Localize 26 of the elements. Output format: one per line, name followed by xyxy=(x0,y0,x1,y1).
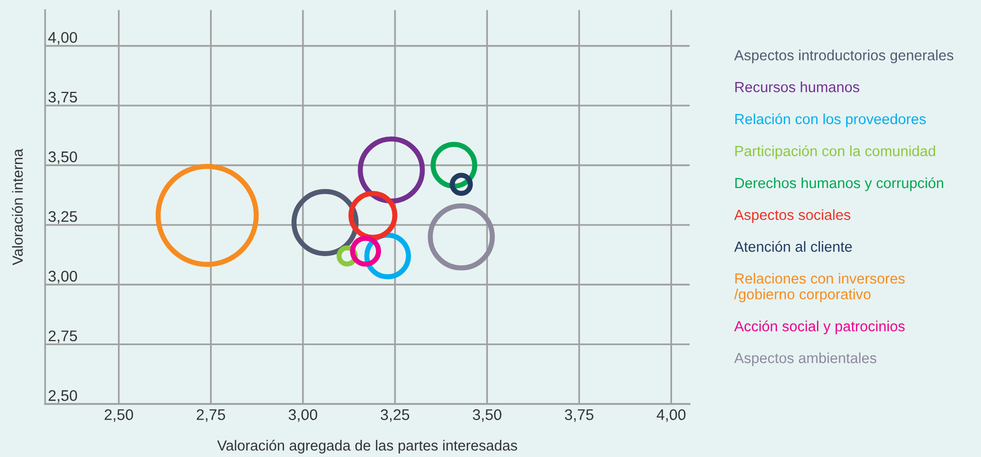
y-tick-label: 2,75 xyxy=(48,330,77,344)
x-tick-label: 3,50 xyxy=(472,409,502,422)
y-tick-label: 2,50 xyxy=(48,390,78,403)
x-tick-label: 3,25 xyxy=(380,409,410,422)
text: Relaciones con inversores /gobierno corporativo xyxy=(734,272,905,302)
text: Recursos humanos xyxy=(735,82,860,92)
x-tick-label: 3,75 xyxy=(564,409,594,422)
text: Atención al cliente xyxy=(734,240,852,252)
x-tick-label: 3,00 xyxy=(288,409,318,422)
text: Derechos humanos y corrupción xyxy=(735,177,944,192)
x-tick-label: 4,00 xyxy=(656,409,686,422)
text: Aspectos introductorios generales xyxy=(734,50,954,64)
y-tick-label: 3,75 xyxy=(48,92,77,104)
y-axis-title: Valoración interna xyxy=(12,148,23,266)
y-tick-label: 3,00 xyxy=(48,270,78,284)
text: Acción social y patrocinios xyxy=(734,320,905,334)
y-tick-label: 3,50 xyxy=(48,151,78,164)
text: Relación con los proveedores xyxy=(735,113,926,128)
text: Aspectos sociales xyxy=(734,209,850,223)
text: Aspectos ambientales xyxy=(734,352,876,366)
y-tick-label: 4,00 xyxy=(48,32,78,45)
y-tick-label: 3,25 xyxy=(48,211,77,224)
x-tick-label: 2,50 xyxy=(104,409,134,422)
x-axis-title: Valoración agregada de las partes interesadas xyxy=(217,440,518,454)
x-tick-label: 2,75 xyxy=(196,409,226,422)
text: Participación con la comunidad xyxy=(735,145,936,160)
